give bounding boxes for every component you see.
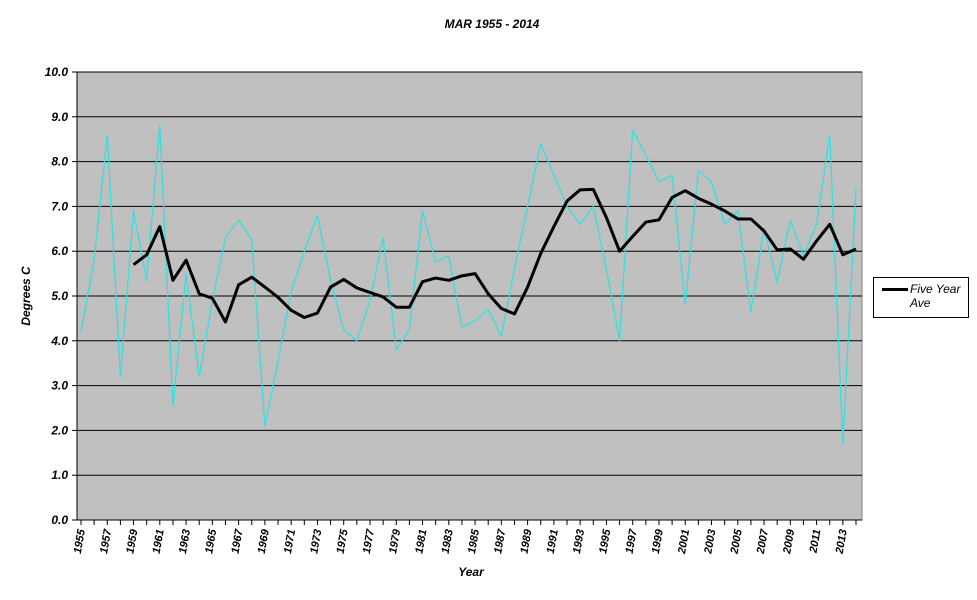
x-tick-label: 1991: [545, 528, 561, 554]
x-tick-label: 1975: [335, 528, 351, 555]
legend-label: Five Year Ave: [910, 282, 961, 310]
x-tick-label: 1989: [518, 528, 534, 555]
y-tick-label: 3.0: [51, 379, 68, 393]
x-tick-label: 1983: [440, 528, 456, 554]
x-tick-label: 1957: [98, 528, 114, 555]
y-tick-label: 0.0: [51, 513, 68, 527]
x-tick-label: 2005: [728, 528, 744, 556]
x-tick-label: 1987: [492, 528, 508, 555]
y-tick-label: 4.0: [50, 334, 68, 348]
y-tick-label: 8.0: [51, 155, 68, 169]
x-tick-label: 2001: [676, 528, 692, 555]
y-axis-label: Degrees C: [19, 266, 33, 326]
x-tick-label: 2011: [807, 528, 823, 554]
x-tick-label: 2007: [755, 528, 771, 556]
x-tick-label: 1985: [466, 528, 482, 555]
x-tick-label: 1967: [230, 528, 246, 555]
x-tick-label: 1995: [597, 528, 613, 555]
y-tick-label: 2.0: [50, 423, 68, 437]
x-tick-label: 1959: [124, 528, 140, 555]
x-tick-label: 2009: [781, 528, 797, 556]
y-tick-label: 5.0: [51, 289, 68, 303]
x-tick-label: 1969: [256, 528, 272, 555]
y-tick-label: 7.0: [51, 199, 68, 213]
x-axis-label: Year: [458, 565, 485, 579]
x-tick-label: 1973: [308, 528, 324, 554]
y-tick-label: 9.0: [51, 110, 68, 124]
x-tick-label: 2003: [702, 528, 718, 555]
x-tick-label: 1977: [361, 528, 377, 555]
y-tick-label: 1.0: [51, 468, 68, 482]
legend: Five Year Ave: [873, 277, 969, 318]
x-tick-label: 1999: [650, 528, 666, 555]
y-tick-label: 10.0: [45, 65, 69, 79]
data-line: [132, 187, 857, 324]
x-tick-label: 2013: [834, 528, 850, 555]
data-line: [80, 125, 857, 445]
y-tick-label: 6.0: [51, 244, 68, 258]
x-tick-label: 1981: [413, 528, 429, 554]
x-tick-label: 1955: [72, 528, 88, 555]
x-tick-label: 1979: [387, 528, 403, 555]
x-tick-label: 1961: [151, 528, 167, 554]
x-tick-label: 1963: [177, 528, 193, 554]
x-tick-label: 1965: [203, 528, 219, 555]
x-tick-label: 1971: [282, 528, 298, 554]
chart-title: MAR 1955 - 2014: [445, 17, 540, 31]
x-tick-label: 1993: [571, 528, 587, 554]
x-tick-label: 1997: [624, 528, 640, 555]
legend-swatch: [882, 288, 908, 291]
